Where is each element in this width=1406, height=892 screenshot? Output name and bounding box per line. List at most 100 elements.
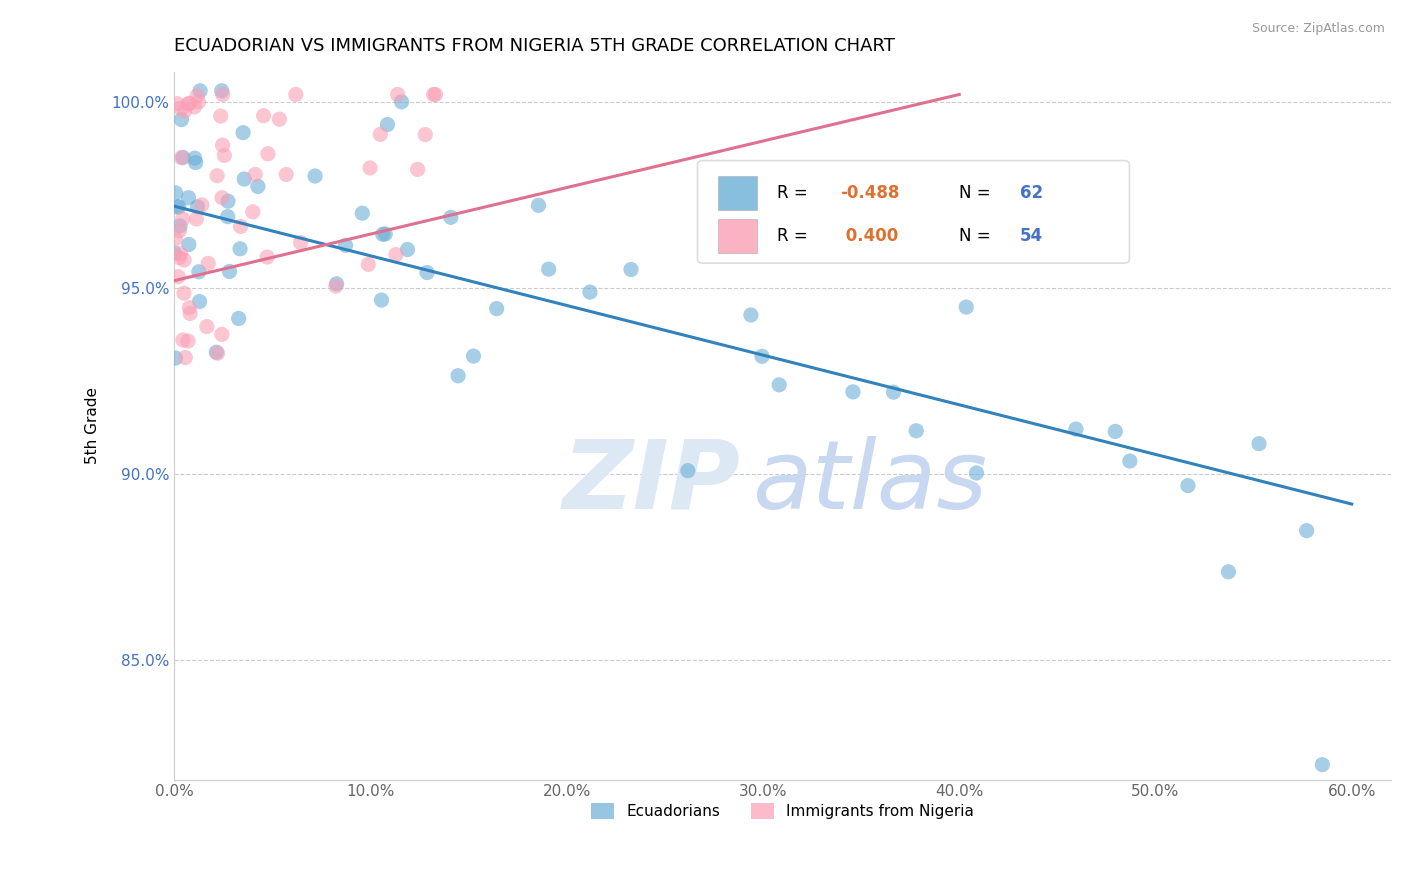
Point — [187, 265, 209, 279]
Point — [211, 327, 233, 342]
Point — [1064, 422, 1087, 436]
Point — [440, 211, 463, 225]
Point — [377, 118, 399, 132]
Point — [252, 109, 274, 123]
Point — [177, 96, 200, 111]
Point — [169, 224, 191, 238]
Point — [325, 277, 347, 291]
Point — [352, 206, 374, 220]
Point — [195, 319, 218, 334]
Point — [537, 262, 560, 277]
Bar — [718, 176, 756, 210]
Point — [170, 101, 193, 115]
Text: 54: 54 — [1019, 227, 1043, 244]
Point — [676, 464, 699, 478]
Point — [357, 257, 380, 271]
Point — [246, 179, 269, 194]
Point — [396, 243, 419, 257]
Legend: Ecuadorians, Immigrants from Nigeria: Ecuadorians, Immigrants from Nigeria — [585, 797, 980, 825]
Text: R =: R = — [776, 184, 813, 202]
Text: -0.488: -0.488 — [839, 184, 900, 202]
Point — [425, 87, 447, 102]
Point — [211, 138, 233, 153]
Point — [325, 279, 347, 293]
Point — [214, 148, 236, 162]
Point — [228, 311, 250, 326]
Point — [217, 194, 239, 209]
Point — [1104, 425, 1126, 439]
Point — [955, 300, 977, 314]
Point — [165, 232, 187, 246]
Point — [207, 346, 229, 360]
Point — [242, 204, 264, 219]
Text: ZIP: ZIP — [562, 436, 740, 529]
Point — [174, 351, 197, 365]
Y-axis label: 5th Grade: 5th Grade — [86, 387, 100, 465]
Point — [177, 334, 200, 348]
Point — [170, 112, 193, 127]
Point — [579, 285, 602, 299]
Point — [740, 308, 762, 322]
Point — [463, 349, 485, 363]
Point — [217, 210, 239, 224]
Point — [447, 368, 470, 383]
Point — [188, 294, 211, 309]
Point — [184, 155, 207, 169]
Point — [169, 251, 191, 265]
Point — [1295, 524, 1317, 538]
Point — [304, 169, 326, 183]
Point — [165, 186, 187, 200]
Point — [166, 96, 188, 111]
Point — [179, 306, 201, 320]
Point — [620, 262, 643, 277]
Point — [1177, 478, 1199, 492]
Point — [391, 95, 413, 109]
Point — [177, 237, 200, 252]
Point — [187, 95, 209, 109]
Point — [165, 351, 187, 365]
Point — [232, 126, 254, 140]
Point — [257, 146, 280, 161]
Point — [269, 112, 291, 127]
Point — [1119, 454, 1142, 468]
Point — [965, 466, 987, 480]
Point — [167, 269, 190, 284]
Point — [186, 200, 208, 214]
Point — [284, 87, 307, 102]
Point — [485, 301, 508, 316]
Point — [186, 211, 208, 226]
Point — [167, 200, 190, 214]
Point — [211, 191, 233, 205]
Point — [406, 162, 429, 177]
Point — [245, 168, 267, 182]
Point — [173, 286, 195, 301]
Text: N =: N = — [959, 227, 995, 244]
Point — [290, 235, 312, 250]
Point — [256, 250, 278, 264]
Point — [172, 151, 194, 165]
Point — [191, 198, 214, 212]
Text: atlas: atlas — [752, 436, 987, 529]
Point — [211, 84, 233, 98]
Point — [276, 168, 298, 182]
Point — [209, 109, 232, 123]
Point — [229, 219, 252, 234]
Point — [385, 247, 408, 261]
Point — [179, 96, 201, 111]
Point — [768, 377, 790, 392]
Point — [172, 211, 194, 226]
Point — [179, 301, 201, 315]
Text: 0.400: 0.400 — [839, 227, 898, 244]
Point — [173, 104, 195, 119]
Point — [170, 151, 193, 165]
Point — [169, 246, 191, 260]
Point — [173, 253, 195, 268]
Text: Source: ZipAtlas.com: Source: ZipAtlas.com — [1251, 22, 1385, 36]
Text: N =: N = — [959, 184, 995, 202]
Point — [229, 242, 252, 256]
Point — [370, 293, 392, 307]
Point — [197, 256, 219, 270]
Point — [205, 169, 228, 183]
Point — [883, 385, 905, 400]
Point — [416, 266, 439, 280]
